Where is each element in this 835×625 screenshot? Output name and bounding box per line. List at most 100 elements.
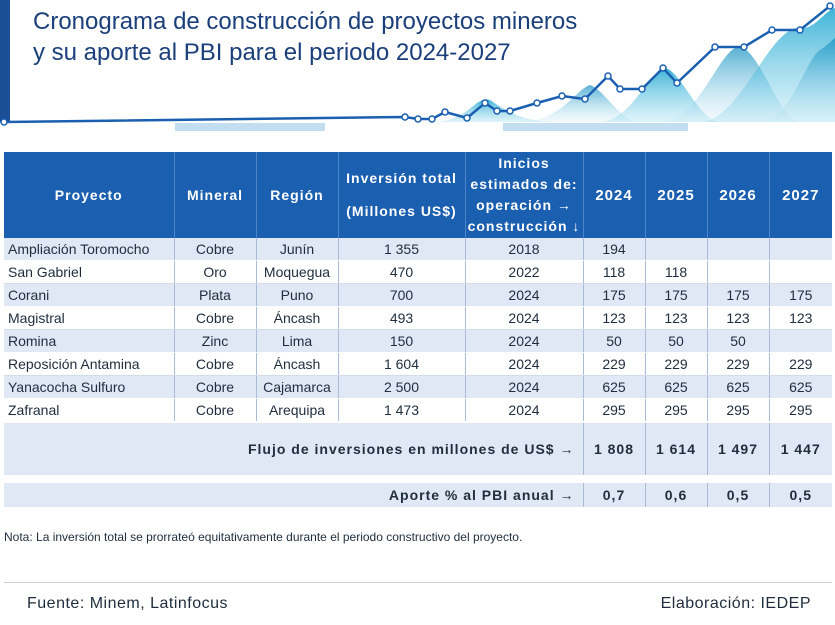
gdp-contribution-row-y2026: 0,5: [707, 482, 770, 508]
cell-y2026: 625: [707, 375, 770, 399]
cell-mineral: Cobre: [174, 306, 257, 330]
projects-table: Proyecto Mineral Región Inversión total …: [4, 152, 832, 508]
table-header-row: Proyecto Mineral Región Inversión total …: [4, 152, 832, 238]
cell-y2024: 194: [583, 238, 646, 261]
cell-y2024: 229: [583, 352, 646, 376]
cell-y2025: 295: [645, 398, 708, 423]
cell-proyecto: Romina: [4, 329, 175, 353]
cell-region: Moquegua: [256, 260, 339, 284]
header-proyecto: Proyecto: [4, 152, 175, 238]
cell-inversion: 1 604: [338, 352, 466, 376]
page-title: Cronograma de construcción de proyectos …: [33, 6, 577, 68]
cell-y2024: 50: [583, 329, 646, 353]
cell-y2025: 50: [645, 329, 708, 353]
cell-y2025: 123: [645, 306, 708, 330]
cell-proyecto: San Gabriel: [4, 260, 175, 284]
cell-inicio: 2024: [465, 398, 584, 423]
cell-y2026: 175: [707, 283, 770, 307]
cell-y2024: 175: [583, 283, 646, 307]
decorative-trend-graphic: [0, 2, 835, 126]
table-row: Yanacocha Sulfuro Cobre Cajamarca 2 500 2024…: [4, 375, 832, 399]
cell-y2027: 229: [769, 352, 832, 376]
investment-flow-row-y2024: 1 808: [583, 421, 646, 476]
header-accent-bar: [0, 0, 10, 122]
cell-region: Puno: [256, 283, 339, 307]
header-2024: 2024: [583, 152, 646, 238]
cell-y2027: 123: [769, 306, 832, 330]
cell-region: Arequipa: [256, 398, 339, 423]
investment-flow-row-y2026: 1 497: [707, 421, 770, 476]
footer-divider: [4, 582, 832, 583]
cell-region: Áncash: [256, 306, 339, 330]
investment-flow-row-y2025: 1 614: [645, 421, 708, 476]
cell-inversion: 470: [338, 260, 466, 284]
cell-y2027: 295: [769, 398, 832, 423]
cell-inversion: 150: [338, 329, 466, 353]
cell-mineral: Plata: [174, 283, 257, 307]
deco-wave-6: [760, 38, 835, 122]
cell-mineral: Cobre: [174, 352, 257, 376]
header-2025: 2025: [645, 152, 708, 238]
gdp-contribution-row-label: Aporte % al PBI anual →: [4, 482, 584, 508]
investment-flow-row: Flujo de inversiones en millones de US$ …: [4, 421, 832, 476]
cell-proyecto: Yanacocha Sulfuro: [4, 375, 175, 399]
header-mineral: Mineral: [174, 152, 257, 238]
gdp-contribution-row: Aporte % al PBI anual → 0,7 0,6 0,5 0,5: [4, 482, 832, 508]
cell-y2027: 625: [769, 375, 832, 399]
cell-y2024: 625: [583, 375, 646, 399]
header-banner: Cronograma de construcción de proyectos …: [0, 0, 835, 135]
cell-y2027: [769, 238, 832, 261]
cell-inversion: 700: [338, 283, 466, 307]
spacer-row: [4, 475, 832, 483]
cell-y2026: 50: [707, 329, 770, 353]
cell-y2026: 123: [707, 306, 770, 330]
cell-proyecto: Ampliación Toromocho: [4, 238, 175, 261]
cell-inicio: 2024: [465, 306, 584, 330]
cell-mineral: Cobre: [174, 238, 257, 261]
cell-inversion: 2 500: [338, 375, 466, 399]
cell-inicio: 2022: [465, 260, 584, 284]
cell-region: Junín: [256, 238, 339, 261]
credit-text: Elaboración: IEDEP: [660, 595, 811, 612]
cell-y2024: 123: [583, 306, 646, 330]
cell-proyecto: Reposición Antamina: [4, 352, 175, 376]
cell-inicio: 2024: [465, 375, 584, 399]
deco-trend-line: [3, 5, 831, 124]
deco-wave-2: [520, 85, 640, 122]
spacer-cell: [4, 475, 832, 483]
cell-y2025: 625: [645, 375, 708, 399]
cell-inversion: 493: [338, 306, 466, 330]
header-inversion-line1: Inversión total: [346, 170, 457, 186]
deco-strip-1: [175, 123, 325, 131]
cell-region: Áncash: [256, 352, 339, 376]
cell-proyecto: Zafranal: [4, 398, 175, 423]
investment-flow-row-label: Flujo de inversiones en millones de US$ …: [4, 421, 584, 476]
cell-y2025: 118: [645, 260, 708, 284]
cell-y2025: 175: [645, 283, 708, 307]
header-inversion-line2: (Millones US$): [346, 203, 457, 219]
cell-inversion: 1 473: [338, 398, 466, 423]
header-2026: 2026: [707, 152, 770, 238]
table-row: Corani Plata Puno 700 2024 175 175 175 175: [4, 283, 832, 307]
header-2027: 2027: [769, 152, 832, 238]
header-inversion: Inversión total (Millones US$): [338, 152, 466, 238]
header-inicios-line4: construcción ↓: [467, 218, 581, 234]
table-row: Zafranal Cobre Arequipa 1 473 2024 295 295 295 2…: [4, 398, 832, 423]
cell-y2027: 175: [769, 283, 832, 307]
cell-y2024: 118: [583, 260, 646, 284]
cell-proyecto: Corani: [4, 283, 175, 307]
cell-y2026: [707, 260, 770, 284]
cell-mineral: Zinc: [174, 329, 257, 353]
table-row: Ampliación Toromocho Cobre Junín 1 355 2018 1…: [4, 238, 832, 261]
cell-inicio: 2024: [465, 329, 584, 353]
table-row: Romina Zinc Lima 150 2024 50 50 50: [4, 329, 832, 353]
cell-inicio: 2018: [465, 238, 584, 261]
cell-inicio: 2024: [465, 283, 584, 307]
title-line-2: y su aporte al PBI para el periodo 2024-…: [33, 39, 511, 66]
header-inicios-line1: Inicios: [498, 155, 550, 171]
table-row: San Gabriel Oro Moquegua 470 2022 118 118: [4, 260, 832, 284]
cell-mineral: Oro: [174, 260, 257, 284]
cell-inversion: 1 355: [338, 238, 466, 261]
cell-y2027: [769, 329, 832, 353]
cell-mineral: Cobre: [174, 398, 257, 423]
